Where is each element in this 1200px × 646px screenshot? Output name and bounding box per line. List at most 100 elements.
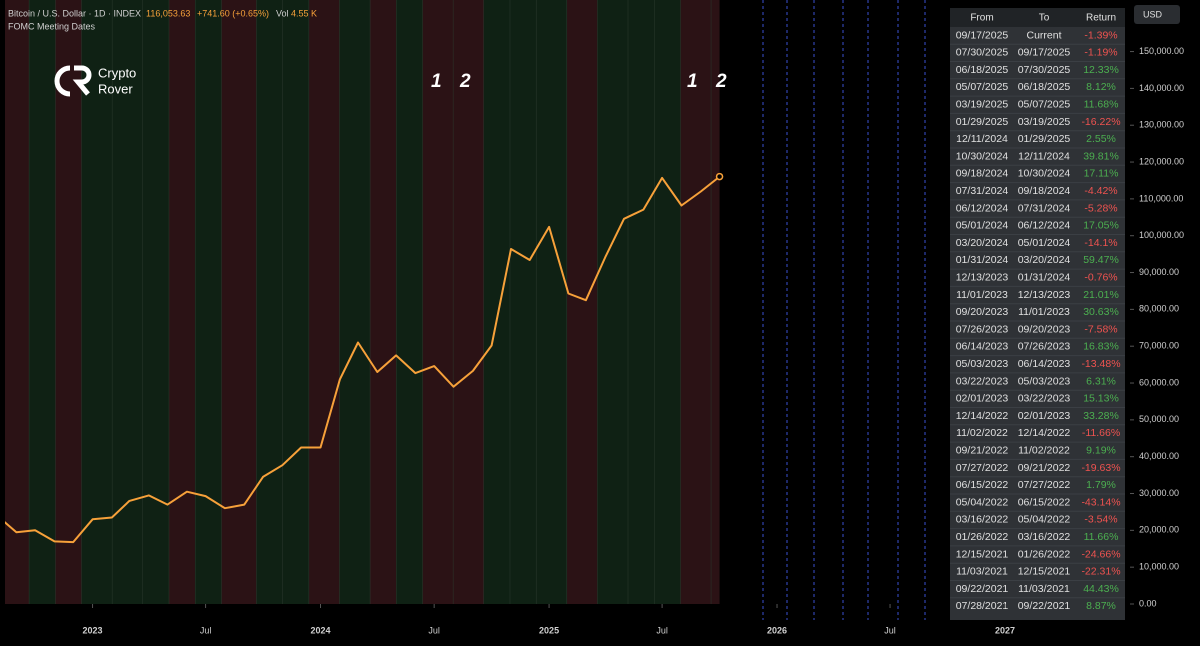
table-cell: 9.19% bbox=[1086, 444, 1116, 456]
table-cell: -22.31% bbox=[1081, 566, 1120, 578]
table-cell: 06/14/2023 bbox=[1018, 358, 1071, 370]
fomc-band bbox=[597, 0, 628, 604]
table-cell: 11/03/2021 bbox=[1018, 583, 1070, 595]
table-cell: 12/11/2024 bbox=[956, 133, 1008, 145]
table-cell: 07/27/2022 bbox=[1018, 479, 1071, 491]
table-cell: 11.66% bbox=[1084, 531, 1119, 543]
table-cell: 03/22/2023 bbox=[1018, 393, 1071, 405]
table-cell: -16.22% bbox=[1081, 116, 1120, 128]
last-point bbox=[715, 172, 724, 181]
table-header bbox=[950, 8, 1125, 27]
table-cell: 07/30/2025 bbox=[1018, 64, 1071, 76]
table-cell: -14.1% bbox=[1084, 237, 1117, 249]
table-cell: -13.48% bbox=[1081, 358, 1120, 370]
fomc-band bbox=[710, 0, 720, 604]
table-cell: 03/20/2024 bbox=[956, 237, 1009, 249]
last-price: 116,053.63 bbox=[146, 8, 190, 18]
brand-line: Rover bbox=[98, 81, 133, 96]
fomc-band bbox=[28, 0, 56, 604]
table-cell: 07/28/2021 bbox=[956, 600, 1009, 612]
table-cell: 8.87% bbox=[1086, 600, 1116, 612]
y-tick-label: 70,000.00 bbox=[1139, 341, 1179, 351]
table-cell: 03/19/2025 bbox=[1018, 116, 1071, 128]
table-cell: 09/18/2024 bbox=[1018, 185, 1071, 197]
table-cell: 09/21/2022 bbox=[1018, 462, 1071, 474]
fomc-band bbox=[680, 0, 711, 604]
table-cell: 09/17/2025 bbox=[956, 29, 1009, 41]
table-cell: 09/21/2022 bbox=[956, 444, 1009, 456]
table-cell: 07/30/2025 bbox=[956, 47, 1009, 59]
table-cell: 12/13/2023 bbox=[956, 271, 1009, 283]
table-cell: 03/22/2023 bbox=[956, 375, 1009, 387]
fomc-band bbox=[509, 0, 536, 604]
annotation: 2 bbox=[715, 71, 727, 92]
fomc-band bbox=[566, 0, 598, 604]
table-cell: 01/31/2024 bbox=[956, 254, 1009, 266]
fomc-band bbox=[339, 0, 370, 604]
table-column-header: From bbox=[970, 13, 993, 24]
table-cell: -1.19% bbox=[1084, 47, 1117, 59]
table-cell: 09/22/2021 bbox=[956, 583, 1009, 595]
table-cell: 06/18/2025 bbox=[956, 64, 1009, 76]
y-tick-label: 60,000.00 bbox=[1139, 377, 1179, 387]
table-cell: 05/04/2022 bbox=[1018, 514, 1071, 526]
table-cell: 09/17/2025 bbox=[1018, 47, 1071, 59]
fomc-band bbox=[483, 0, 510, 604]
x-tick-label: 2023 bbox=[83, 625, 103, 635]
table-cell: 05/01/2024 bbox=[956, 220, 1009, 232]
y-tick-label: 130,000.00 bbox=[1139, 120, 1184, 130]
currency-button[interactable] bbox=[1134, 5, 1180, 24]
table-cell: 07/27/2022 bbox=[956, 462, 1009, 474]
table-cell: 17.05% bbox=[1083, 220, 1119, 232]
table-cell: 09/18/2024 bbox=[956, 168, 1009, 180]
fomc-band bbox=[422, 0, 453, 604]
price-line bbox=[5, 175, 721, 544]
table-panel bbox=[950, 8, 1125, 620]
table-cell: -7.58% bbox=[1084, 323, 1117, 335]
table-cell: 30.63% bbox=[1083, 306, 1119, 318]
table-cell: 12/14/2022 bbox=[1018, 427, 1071, 439]
fomc-band bbox=[168, 0, 195, 604]
table-cell: 59.47% bbox=[1083, 254, 1119, 266]
y-tick-label: 10,000.00 bbox=[1139, 562, 1179, 572]
table-cell: 06/15/2022 bbox=[956, 479, 1009, 491]
fomc-band bbox=[627, 0, 654, 604]
fomc-band bbox=[81, 0, 112, 604]
table-cell: Current bbox=[1026, 29, 1061, 41]
table-cell: 10/30/2024 bbox=[1018, 168, 1071, 180]
table-cell: 03/19/2025 bbox=[956, 98, 1009, 110]
fomc-band bbox=[653, 0, 681, 604]
table-column-header: Return bbox=[1086, 13, 1116, 24]
table-cell: 07/26/2023 bbox=[956, 323, 1009, 335]
y-tick-label: 90,000.00 bbox=[1139, 267, 1179, 277]
annotation: 2 bbox=[459, 71, 471, 92]
table-cell: 15.13% bbox=[1083, 393, 1119, 405]
table-cell: 01/26/2022 bbox=[956, 531, 1009, 543]
fomc-band bbox=[369, 0, 397, 604]
fomc-band bbox=[256, 0, 283, 604]
table-cell: 07/26/2023 bbox=[1018, 341, 1071, 353]
symbol: Bitcoin / U.S. Dollar · 1D · INDEX bbox=[8, 8, 141, 18]
table-cell: 12/15/2021 bbox=[1018, 566, 1071, 578]
table-cell: 12/13/2023 bbox=[1018, 289, 1071, 301]
table-cell: 07/31/2024 bbox=[1018, 202, 1071, 214]
fomc-band bbox=[452, 0, 484, 604]
table-cell: 02/01/2023 bbox=[1018, 410, 1071, 422]
indicator: FOMC Meeting Dates bbox=[8, 21, 96, 31]
table-cell: 02/01/2023 bbox=[956, 393, 1009, 405]
y-tick-label: 150,000.00 bbox=[1139, 46, 1184, 56]
annotation: 1 bbox=[687, 71, 698, 92]
table-cell: 05/04/2022 bbox=[956, 496, 1009, 508]
annotation: 1 bbox=[431, 71, 442, 92]
volume-label: Vol bbox=[276, 8, 289, 18]
table-cell: 1.79% bbox=[1086, 479, 1116, 491]
table: From To Return 09/17/2025 Current -1.39% 07/30… bbox=[950, 13, 1125, 612]
table-cell: 01/26/2022 bbox=[1018, 548, 1071, 560]
y-tick-label: 40,000.00 bbox=[1139, 451, 1179, 461]
fomc-band bbox=[282, 0, 309, 604]
change: +741.60 (+0.65%) bbox=[197, 8, 269, 18]
fomc-band bbox=[55, 0, 82, 604]
table-cell: -1.39% bbox=[1084, 29, 1117, 41]
table-cell: 01/29/2025 bbox=[956, 116, 1009, 128]
